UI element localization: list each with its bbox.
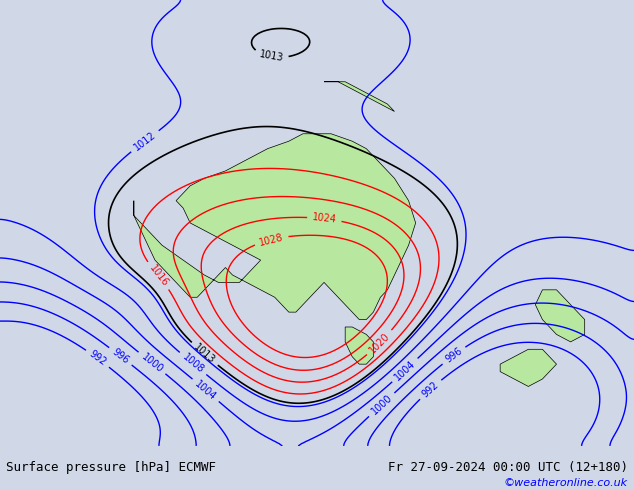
Text: 992: 992 xyxy=(420,380,441,399)
Text: Surface pressure [hPa] ECMWF: Surface pressure [hPa] ECMWF xyxy=(6,462,216,474)
Text: 1004: 1004 xyxy=(193,378,218,402)
Text: Fr 27-09-2024 00:00 UTC (12+180): Fr 27-09-2024 00:00 UTC (12+180) xyxy=(387,462,628,474)
Text: 1000: 1000 xyxy=(369,392,394,416)
Text: 1013: 1013 xyxy=(259,49,284,64)
Text: 1016: 1016 xyxy=(147,263,170,288)
Text: 1020: 1020 xyxy=(368,331,392,355)
Text: 996: 996 xyxy=(110,347,131,366)
Text: 1024: 1024 xyxy=(312,213,337,225)
Text: 1013: 1013 xyxy=(192,342,217,366)
Text: 996: 996 xyxy=(443,346,464,365)
Text: ©weatheronline.co.uk: ©weatheronline.co.uk xyxy=(503,478,628,488)
Polygon shape xyxy=(134,134,416,319)
Text: 1004: 1004 xyxy=(392,358,417,382)
Text: 1000: 1000 xyxy=(139,351,165,374)
Polygon shape xyxy=(324,82,394,112)
Polygon shape xyxy=(345,327,373,364)
Text: 1012: 1012 xyxy=(132,130,158,152)
Polygon shape xyxy=(500,349,557,387)
Text: 992: 992 xyxy=(87,349,108,368)
Text: 1008: 1008 xyxy=(180,352,205,375)
Polygon shape xyxy=(535,290,585,342)
Text: 1028: 1028 xyxy=(258,232,285,247)
